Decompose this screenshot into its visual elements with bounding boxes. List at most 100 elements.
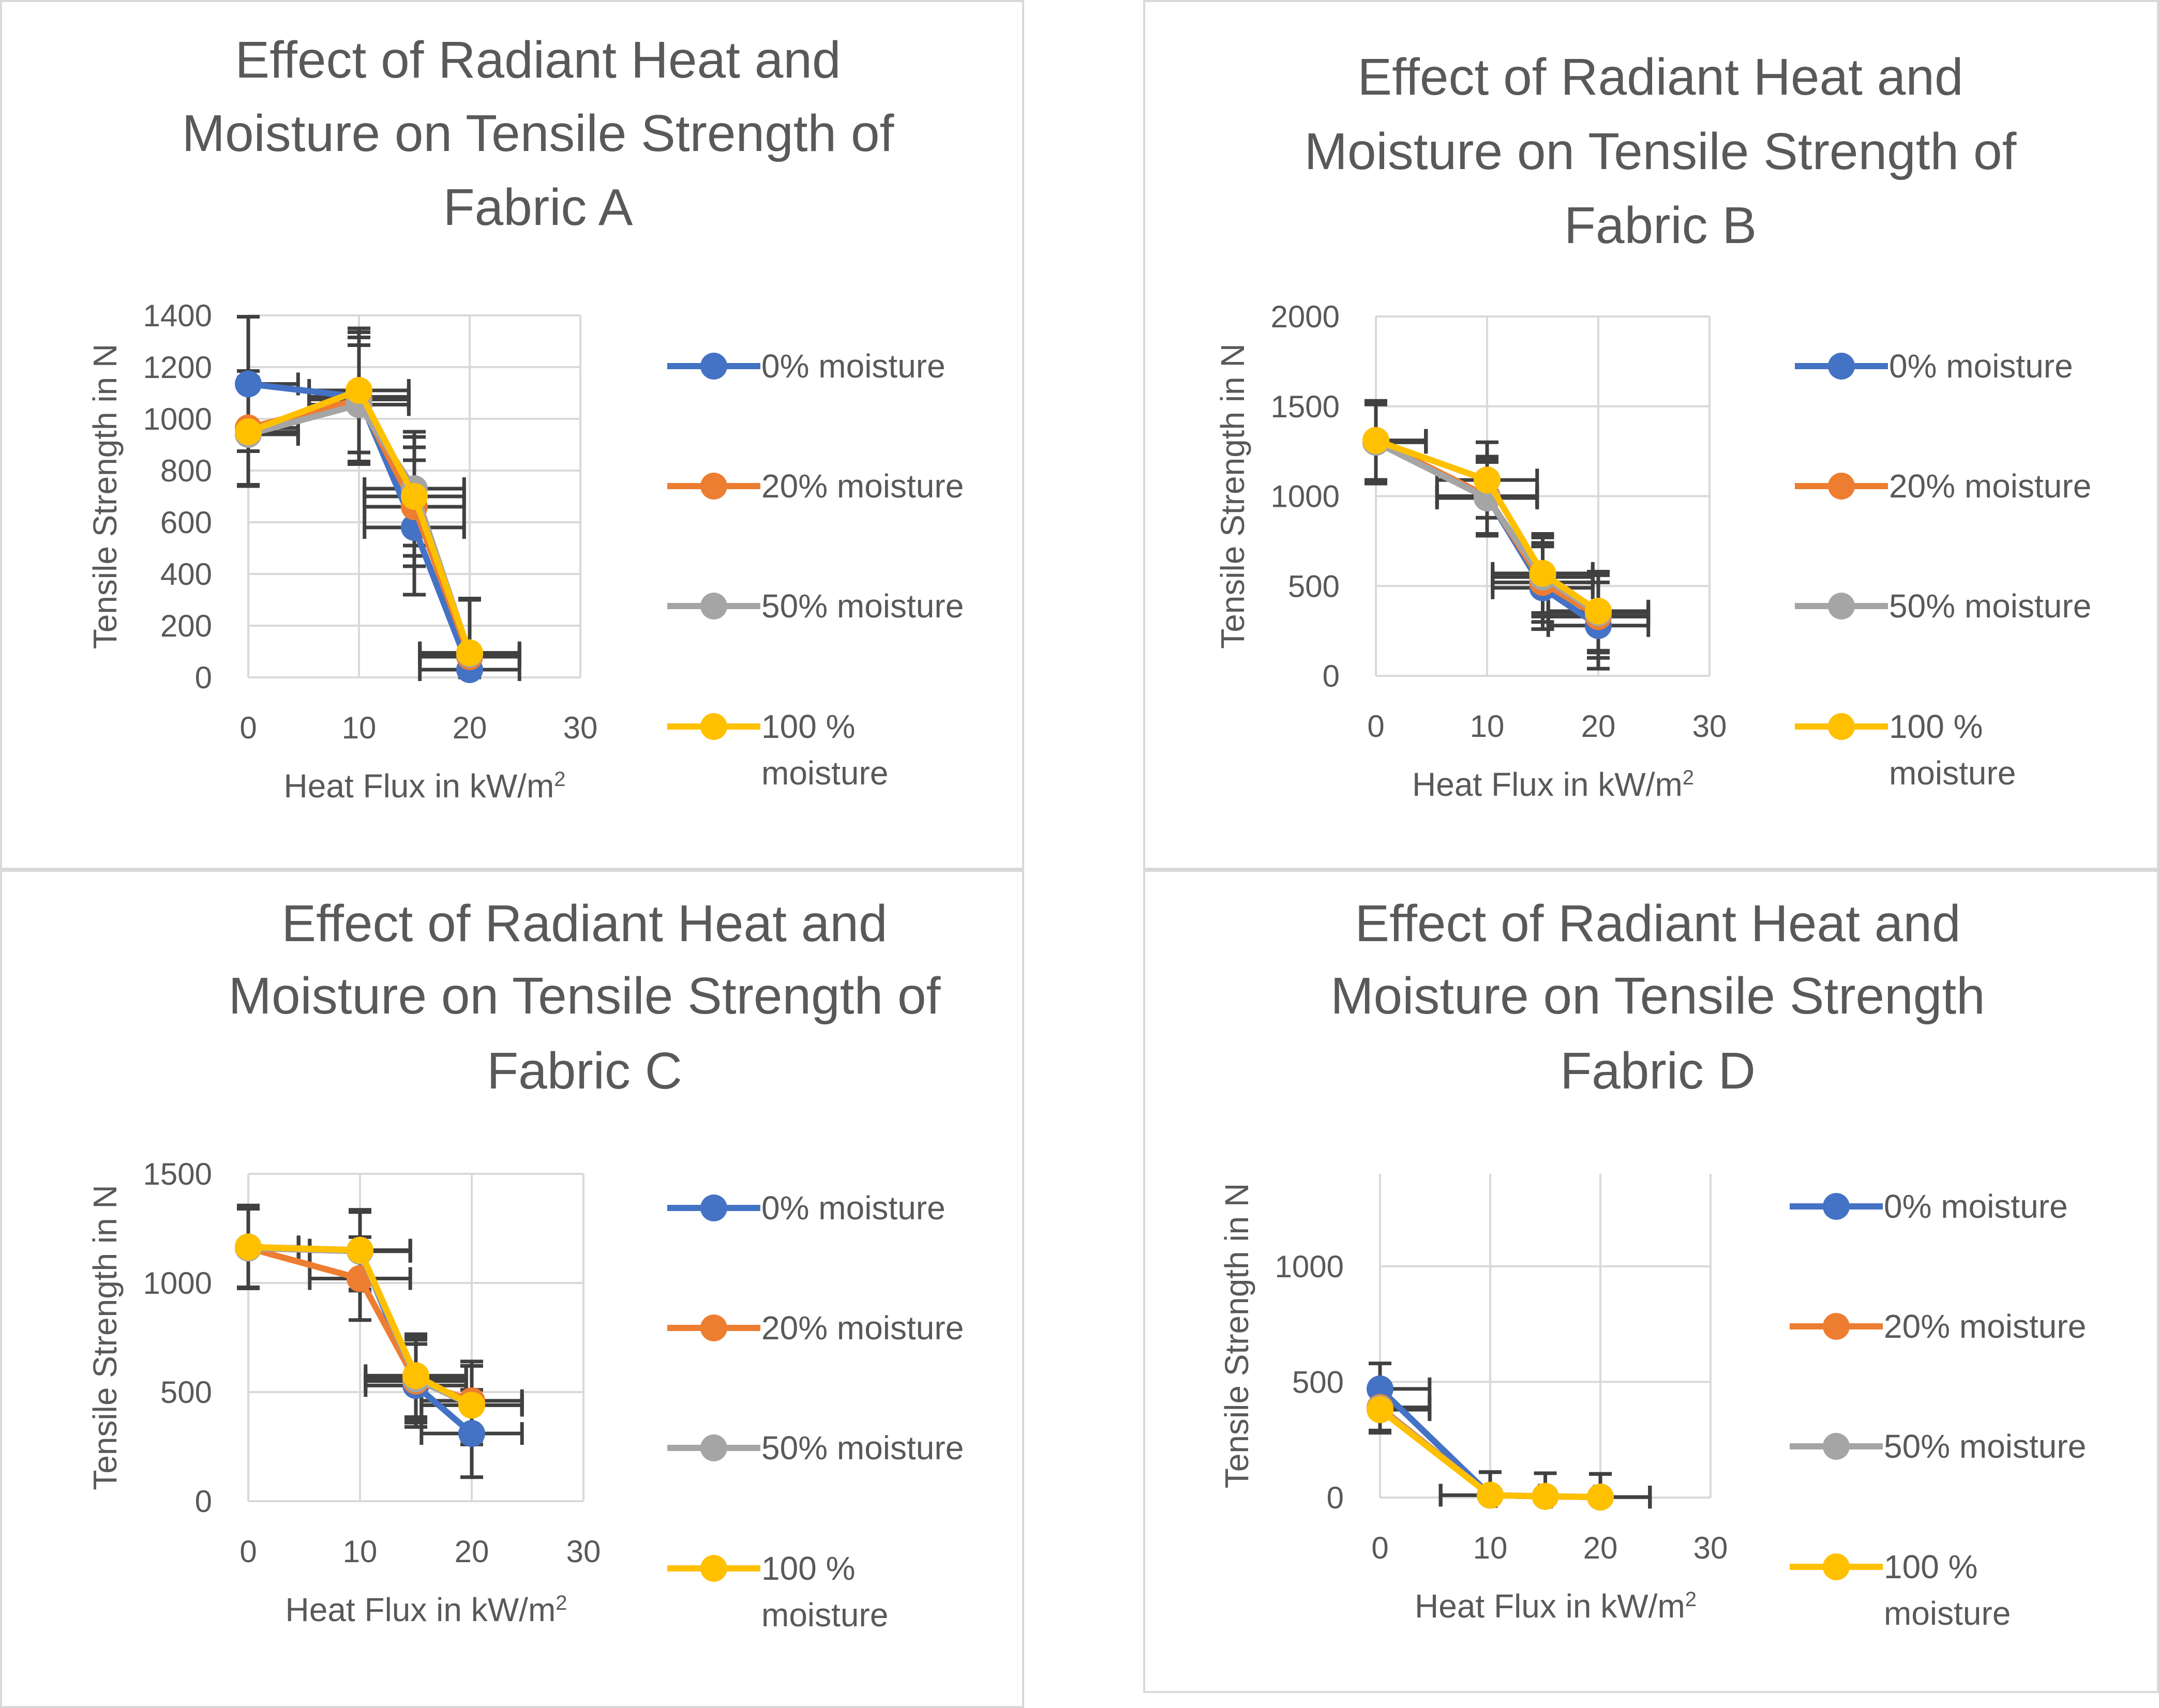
chart-b-legend-swatch-marker bbox=[1828, 353, 1855, 380]
chart-d-legend-label-cont: moisture bbox=[1884, 1595, 2011, 1632]
chart-a-ylabel: Tensile Strength in N bbox=[86, 344, 124, 649]
chart-a-xlabel-superscript: 2 bbox=[554, 768, 565, 791]
chart-b-legend-label-cont: moisture bbox=[1889, 754, 2016, 792]
chart-b-title-line-1: Effect of Radiant Heat and bbox=[1357, 48, 1963, 106]
chart-d-xtick-label: 0 bbox=[1371, 1531, 1388, 1565]
chart-b-ytick-label: 1000 bbox=[1271, 479, 1340, 514]
chart-b-ytick-label: 1500 bbox=[1271, 389, 1340, 424]
chart-d-ylabel: Tensile Strength in N bbox=[1218, 1183, 1255, 1489]
chart-c-legend-label: 20% moisture bbox=[761, 1309, 964, 1347]
chart-d: Effect of Radiant Heat and Moisture on Te… bbox=[1143, 870, 2159, 1693]
chart-d-ytick-label: 0 bbox=[1327, 1480, 1344, 1515]
chart-d-xtick-label: 30 bbox=[1693, 1531, 1728, 1565]
chart-c-legend-item-0: 0% moisture bbox=[667, 1189, 946, 1227]
chart-c-xtick-label: 20 bbox=[455, 1534, 489, 1569]
chart-a-legend-swatch-marker bbox=[700, 473, 727, 500]
chart-b-legend-item-3: 100 % moisture bbox=[1795, 708, 2016, 792]
chart-a: Effect of Radiant Heat and Moisture on Te… bbox=[0, 0, 1024, 870]
chart-a-series-0-point bbox=[235, 370, 262, 398]
chart-c-legend-item-3: 100 % moisture bbox=[667, 1550, 888, 1634]
chart-b-legend-item-0: 0% moisture bbox=[1795, 347, 2073, 385]
chart-a-title-line-1: Effect of Radiant Heat and bbox=[235, 31, 841, 89]
chart-d-series-3-point bbox=[1532, 1483, 1559, 1510]
chart-a-xtick-label: 20 bbox=[453, 711, 487, 745]
chart-b-xtick-label: 20 bbox=[1581, 709, 1616, 744]
chart-b-title-line-3: Fabric B bbox=[1564, 197, 1757, 254]
chart-b-series-line-3 bbox=[1374, 437, 1600, 614]
chart-c-ytick-label: 1000 bbox=[143, 1266, 212, 1301]
chart-a-ytick-label: 600 bbox=[160, 505, 212, 540]
chart-a-frame bbox=[0, 0, 1024, 870]
chart-b-legend-label: 100 % bbox=[1889, 708, 1983, 745]
chart-c-legend-swatch-marker bbox=[700, 1555, 727, 1582]
chart-c-series-0-point bbox=[458, 1420, 485, 1447]
chart-a-legend-label: 20% moisture bbox=[761, 467, 964, 505]
chart-b-legend-item-1: 20% moisture bbox=[1795, 467, 2091, 505]
chart-b-legend-swatch-marker bbox=[1828, 593, 1855, 619]
chart-a-legend-item-0: 0% moisture bbox=[667, 347, 946, 385]
chart-b-legend-swatch-marker bbox=[1828, 713, 1855, 740]
chart-a-series-3-point bbox=[401, 483, 428, 510]
chart-a-legend-swatch-marker bbox=[700, 353, 727, 380]
chart-a-title-line-3: Fabric A bbox=[443, 178, 633, 236]
chart-d-title-line-2: Moisture on Tensile Strength bbox=[1330, 967, 1985, 1025]
chart-c-series-3-point bbox=[402, 1362, 429, 1389]
chart-b-xtick-label: 0 bbox=[1367, 709, 1384, 744]
chart-c-ytick-label: 1500 bbox=[143, 1157, 212, 1191]
chart-d-xlabel: Heat Flux in kW/m2 bbox=[1415, 1588, 1697, 1625]
chart-d-legend-swatch-marker bbox=[1823, 1553, 1850, 1580]
chart-c-legend-swatch-marker bbox=[700, 1314, 727, 1341]
chart-a-legend-label: 0% moisture bbox=[761, 347, 946, 385]
chart-d-series-3-point bbox=[1587, 1484, 1614, 1511]
chart-d-xlabel-superscript: 2 bbox=[1685, 1588, 1697, 1611]
chart-a-xtick-label: 10 bbox=[342, 711, 377, 745]
chart-d-series-3-point bbox=[1367, 1396, 1393, 1424]
chart-c-ylabel: Tensile Strength in N bbox=[86, 1185, 124, 1490]
chart-a-title-line-2: Moisture on Tensile Strength of bbox=[182, 104, 894, 162]
chart-c-ytick-label: 0 bbox=[195, 1484, 212, 1519]
chart-a-legend-item-3: 100 % moisture bbox=[667, 708, 888, 792]
chart-c-legend-item-2: 50% moisture bbox=[667, 1429, 964, 1467]
chart-d-ytick-label: 500 bbox=[1292, 1365, 1344, 1399]
chart-b-ytick-label: 500 bbox=[1288, 569, 1340, 603]
chart-d-legend-swatch-marker bbox=[1823, 1433, 1850, 1460]
chart-c-xlabel-superscript: 2 bbox=[556, 1592, 567, 1614]
chart-a-legend-label: 100 % bbox=[761, 708, 855, 745]
chart-d-legend-label: 50% moisture bbox=[1884, 1428, 2086, 1465]
chart-d-legend-label: 0% moisture bbox=[1884, 1188, 2068, 1225]
chart-b-series-3-point bbox=[1585, 597, 1612, 625]
chart-d-legend-swatch-marker bbox=[1823, 1193, 1850, 1220]
chart-a-legend-swatch-marker bbox=[700, 713, 727, 740]
chart-b: Effect of Radiant Heat and Moisture on Te… bbox=[1143, 0, 2159, 870]
chart-c-title-line-3: Fabric C bbox=[487, 1042, 682, 1100]
chart-b-series-3-point bbox=[1474, 466, 1501, 494]
chart-a-series-line-0 bbox=[248, 381, 473, 671]
chart-d-frame bbox=[1143, 870, 2159, 1693]
chart-b-legend-label: 50% moisture bbox=[1889, 587, 2091, 625]
chart-b-ytick-label: 2000 bbox=[1271, 299, 1340, 334]
chart-d-legend-label: 100 % bbox=[1884, 1548, 1977, 1585]
chart-d-title-line-1: Effect of Radiant Heat and bbox=[1355, 895, 1960, 953]
chart-c-title-line-2: Moisture on Tensile Strength of bbox=[229, 967, 941, 1025]
chart-d-legend-item-1: 20% moisture bbox=[1790, 1308, 2086, 1345]
chart-d-series-line-3 bbox=[1378, 1407, 1601, 1501]
chart-b-xlabel: Heat Flux in kW/m2 bbox=[1412, 766, 1694, 803]
chart-d-series-0-point bbox=[1367, 1375, 1393, 1402]
chart-a-xtick-label: 0 bbox=[239, 711, 257, 745]
chart-a-ytick-label: 400 bbox=[160, 557, 212, 592]
chart-c-legend-swatch-marker bbox=[700, 1195, 727, 1221]
chart-d-legend-item-0: 0% moisture bbox=[1790, 1188, 2068, 1225]
chart-a-legend-swatch-marker bbox=[700, 593, 727, 619]
chart-c-xtick-label: 0 bbox=[239, 1534, 257, 1569]
chart-c-series-3-point bbox=[347, 1236, 373, 1264]
chart-a-legend-item-1: 20% moisture bbox=[667, 467, 964, 505]
chart-a-series-3-point bbox=[235, 418, 262, 445]
chart-b-legend-label: 20% moisture bbox=[1889, 467, 2091, 505]
chart-c-legend-label-cont: moisture bbox=[761, 1596, 888, 1634]
chart-b-legend-label: 0% moisture bbox=[1889, 347, 2073, 385]
chart-a-ytick-label: 1400 bbox=[143, 298, 212, 333]
chart-a-series-3-point bbox=[456, 639, 483, 667]
chart-b-frame bbox=[1143, 0, 2159, 870]
chart-c-title-line-1: Effect of Radiant Heat and bbox=[281, 895, 887, 953]
